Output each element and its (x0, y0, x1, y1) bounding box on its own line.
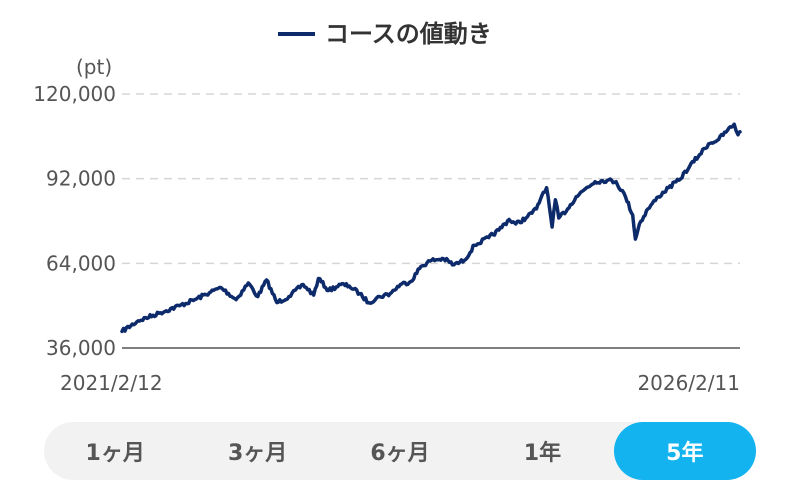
y-axis-unit: (pt) (76, 55, 112, 79)
y-axis-ticks: 120,000 92,000 64,000 36,000 (33, 82, 116, 360)
y-tick-label: 92,000 (46, 167, 116, 191)
gridlines (122, 93, 740, 265)
series-line (120, 122, 742, 334)
tab-6-months[interactable]: 6ヶ月 (370, 441, 430, 466)
x-axis-end-label: 2026/2/11 (637, 371, 740, 395)
y-tick-label: 36,000 (46, 336, 116, 360)
tab-1-month[interactable]: 1ヶ月 (85, 441, 145, 466)
tab-5-years[interactable]: 5年 (613, 422, 757, 480)
tab-3-months[interactable]: 3ヶ月 (227, 441, 288, 466)
y-tick-label: 120,000 (33, 82, 116, 106)
x-axis-start-label: 2021/2/12 (60, 371, 163, 395)
tab-1-year[interactable]: 1年 (523, 441, 562, 466)
line-chart: コースの値動き (pt) 120,000 92,000 64,000 36,000 2… (33, 20, 742, 395)
period-selector: 1ヶ月 3ヶ月 6ヶ月 1年 5年 (44, 422, 757, 480)
legend: コースの値動き (278, 20, 492, 48)
legend-label: コースの値動き (325, 20, 492, 48)
chart-area: コースの値動き (pt) 120,000 92,000 64,000 36,000 2… (33, 20, 742, 395)
y-tick-label: 64,000 (46, 251, 116, 275)
